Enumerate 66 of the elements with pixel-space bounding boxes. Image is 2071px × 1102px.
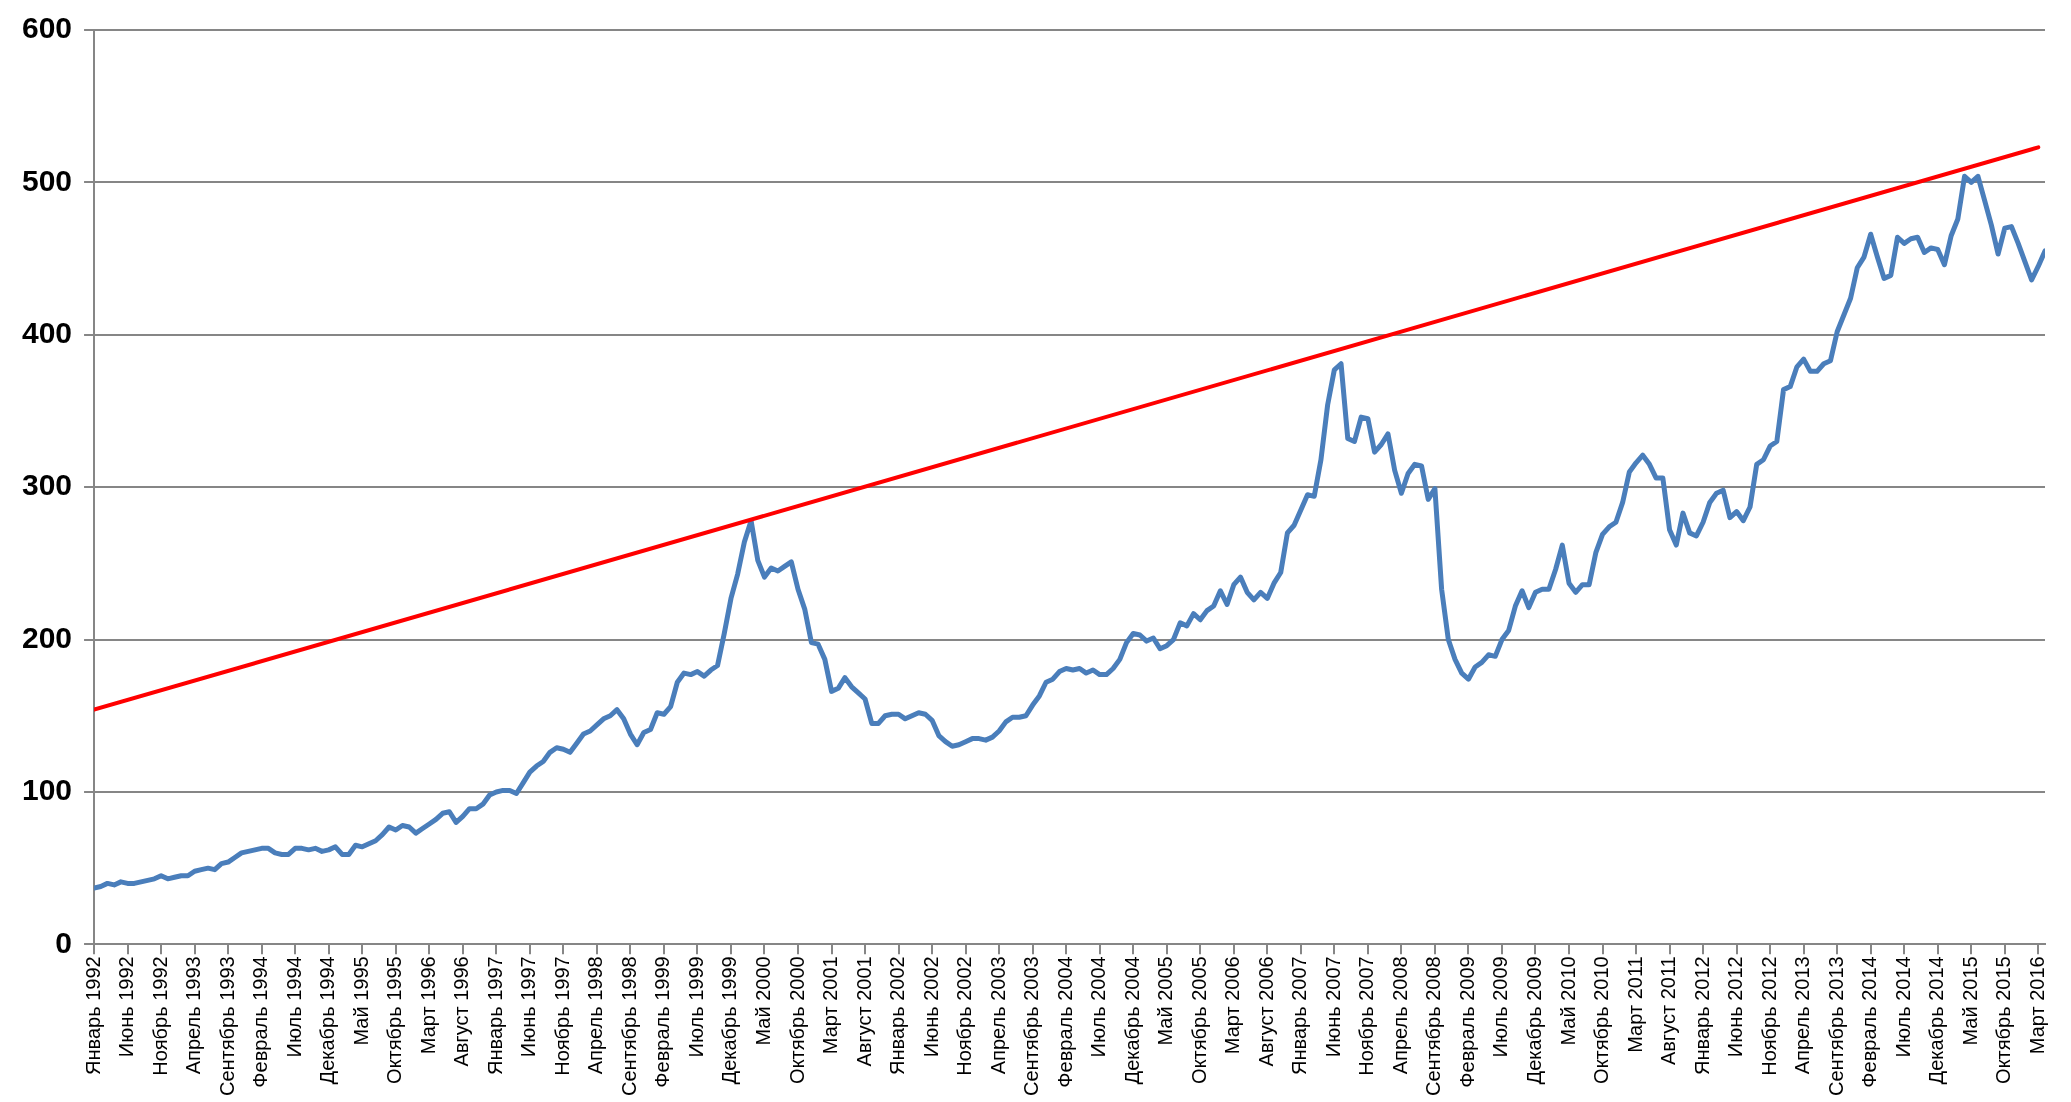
x-tick-label: Март 2016 — [2025, 956, 2048, 1055]
x-tick-label: Октябрь 2005 — [1187, 956, 1210, 1084]
x-tick-label: Август 2011 — [1657, 956, 1680, 1066]
x-tick-label: Август 1996 — [450, 956, 473, 1067]
x-tick-label: Июль 2009 — [1489, 956, 1512, 1058]
x-tick-label: Май 2015 — [1958, 956, 1981, 1046]
x-tick-label: Январь 2012 — [1690, 956, 1713, 1075]
x-tick-label: Январь 2002 — [886, 956, 909, 1075]
x-tick-label: Январь 1992 — [81, 956, 104, 1075]
x-tick-label: Февраль 1999 — [651, 956, 674, 1088]
y-tick-label: 300 — [21, 468, 73, 502]
x-tick-label: Май 2005 — [1154, 956, 1177, 1046]
x-tick-label: Ноябрь 2012 — [1757, 956, 1780, 1076]
x-tick-label: Апрель 2008 — [1388, 956, 1411, 1075]
y-tick-label: 400 — [21, 316, 73, 350]
x-tick-label: Сентябрь 2008 — [1422, 956, 1445, 1097]
x-tick-label: Январь 1997 — [483, 956, 506, 1075]
x-tick-label: Ноябрь 1997 — [550, 956, 573, 1076]
x-tick-label: Июнь 1997 — [517, 956, 540, 1058]
x-tick-label: Октябрь 1995 — [383, 956, 406, 1084]
x-tick-label: Март 1996 — [416, 956, 439, 1055]
x-tick-label: Май 2010 — [1556, 956, 1579, 1046]
x-tick-label: Февраль 2014 — [1858, 956, 1881, 1088]
x-tick-label: Декабрь 2009 — [1522, 956, 1545, 1085]
x-tick-label: Сентябрь 2003 — [1020, 956, 1043, 1097]
x-tick-label: Сентябрь 1998 — [617, 956, 640, 1097]
x-tick-label: Февраль 2004 — [1053, 956, 1076, 1088]
x-tick-label: Май 2000 — [752, 956, 774, 1046]
x-tick-label: Ноябрь 2002 — [953, 956, 976, 1076]
x-tick-label: Апрель 1998 — [584, 956, 607, 1075]
x-tick-label: Декабрь 1999 — [718, 956, 741, 1085]
x-tick-label: Февраль 2009 — [1455, 956, 1478, 1088]
x-tick-label: Декабрь 2004 — [1120, 956, 1143, 1085]
x-tick-label: Июнь 2012 — [1724, 956, 1747, 1058]
x-tick-label: Июль 2014 — [1891, 956, 1914, 1058]
x-tick-label: Март 2006 — [1221, 956, 1244, 1055]
y-tick-label: 500 — [21, 163, 73, 197]
x-tick-label: Октябрь 2015 — [1992, 956, 2015, 1084]
x-tick-label: Июнь 2007 — [1321, 956, 1344, 1058]
x-tick-label: Октябрь 2000 — [785, 956, 808, 1084]
x-tick-label: Март 2011 — [1623, 956, 1646, 1053]
x-tick-label: Июнь 2002 — [919, 956, 942, 1058]
x-tick-label: Октябрь 2010 — [1590, 956, 1613, 1084]
x-tick-label: Апрель 2003 — [986, 956, 1009, 1075]
y-tick-label: 0 — [55, 925, 73, 959]
x-tick-label: Февраль 1994 — [249, 956, 272, 1088]
x-tick-label: Июль 2004 — [1087, 956, 1110, 1058]
x-tick-label: Август 2006 — [1254, 956, 1277, 1067]
x-tick-label: Декабрь 2014 — [1925, 956, 1948, 1085]
x-tick-label: Сентябрь 1993 — [215, 956, 238, 1097]
x-tick-label: Апрель 2013 — [1791, 956, 1814, 1075]
x-tick-label: Август 2001 — [852, 956, 875, 1067]
y-tick-label: 200 — [21, 620, 73, 654]
x-tick-label: Июнь 1992 — [115, 956, 138, 1058]
x-tick-label: Апрель 1993 — [182, 956, 205, 1075]
x-tick-label: Январь 2007 — [1288, 956, 1311, 1075]
x-tick-label: Май 1995 — [349, 956, 372, 1046]
x-tick-label: Июль 1994 — [282, 956, 305, 1058]
x-tick-label: Ноябрь 1992 — [148, 956, 171, 1076]
x-tick-label: Ноябрь 2007 — [1355, 956, 1378, 1076]
x-tick-label: Март 2001 — [819, 956, 842, 1055]
y-tick-label: 100 — [21, 773, 73, 807]
x-tick-label: Сентябрь 2013 — [1824, 956, 1847, 1097]
x-tick-label: Июль 1999 — [684, 956, 707, 1058]
x-tick-label: Декабрь 1994 — [316, 956, 339, 1085]
y-tick-label: 600 — [21, 11, 73, 45]
